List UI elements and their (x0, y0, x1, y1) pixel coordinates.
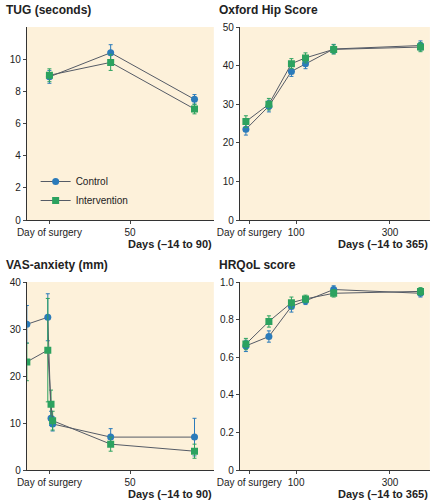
svg-text:100: 100 (288, 477, 305, 488)
svg-text:50: 50 (223, 22, 235, 33)
svg-text:Day of surgery: Day of surgery (217, 477, 282, 488)
svg-text:TUG (seconds): TUG (seconds) (6, 3, 91, 17)
svg-text:10: 10 (10, 418, 22, 429)
svg-text:Oxford Hip Score: Oxford Hip Score (219, 3, 318, 17)
svg-text:VAS-anxiety (mm): VAS-anxiety (mm) (6, 258, 108, 272)
svg-text:50: 50 (124, 477, 136, 488)
svg-text:HRQoL score: HRQoL score (219, 258, 296, 272)
svg-text:1.0: 1.0 (220, 277, 234, 288)
svg-text:40: 40 (223, 60, 235, 71)
svg-text:Day of surgery: Day of surgery (17, 477, 82, 488)
svg-text:0: 0 (228, 215, 234, 226)
svg-text:0: 0 (15, 465, 21, 476)
svg-text:30: 30 (10, 324, 22, 335)
svg-text:100: 100 (288, 227, 305, 238)
svg-text:20: 20 (10, 371, 22, 382)
svg-text:0.4: 0.4 (220, 389, 234, 400)
svg-text:0: 0 (228, 465, 234, 476)
svg-text:6: 6 (15, 118, 21, 129)
svg-text:300: 300 (382, 477, 399, 488)
svg-text:0.8: 0.8 (220, 314, 234, 325)
svg-text:20: 20 (223, 137, 235, 148)
svg-text:10: 10 (10, 54, 22, 65)
svg-text:Intervention: Intervention (76, 195, 128, 206)
svg-text:30: 30 (223, 99, 235, 110)
svg-text:Days (–14 to 90): Days (–14 to 90) (128, 488, 212, 500)
svg-text:0: 0 (15, 215, 21, 226)
svg-text:Days (–14 to 365): Days (–14 to 365) (338, 238, 428, 250)
svg-text:4: 4 (15, 150, 21, 161)
svg-text:50: 50 (124, 227, 136, 238)
svg-text:Day of surgery: Day of surgery (17, 227, 82, 238)
svg-text:Control: Control (76, 176, 108, 187)
svg-text:0.6: 0.6 (220, 352, 234, 363)
svg-text:0.2: 0.2 (220, 427, 234, 438)
svg-text:300: 300 (382, 227, 399, 238)
svg-text:40: 40 (10, 277, 22, 288)
svg-text:8: 8 (15, 86, 21, 97)
svg-text:Days (–14 to 365): Days (–14 to 365) (338, 488, 428, 500)
svg-text:Day of surgery: Day of surgery (217, 227, 282, 238)
svg-text:10: 10 (223, 176, 235, 187)
svg-text:2: 2 (15, 182, 21, 193)
svg-text:Days (–14 to 90): Days (–14 to 90) (128, 238, 212, 250)
